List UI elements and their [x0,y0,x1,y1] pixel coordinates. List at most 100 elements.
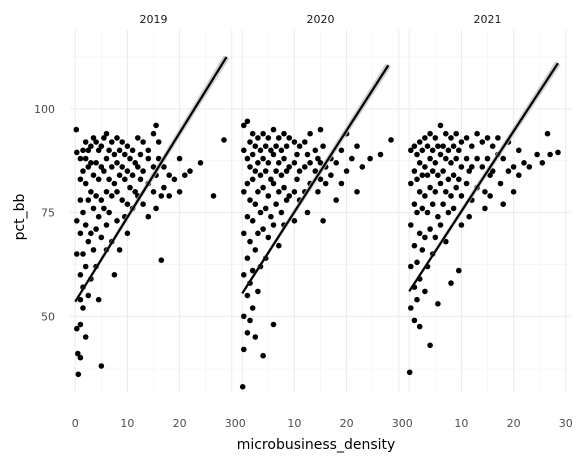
y-tick-label: 50 [41,310,55,323]
facet-panel-2021: 2021 0 10 20 30 [404,13,573,430]
data-point [445,147,452,154]
data-point [416,323,423,330]
points-group [239,118,394,390]
data-point [124,143,131,149]
data-point [101,205,107,212]
data-point [82,222,89,228]
facet-panel-2020: 2020 0 10 20 30 [237,13,406,430]
data-point [283,197,290,203]
data-point [171,176,178,183]
data-point [539,160,546,166]
data-point [247,317,253,324]
data-point [182,172,188,178]
trend-line [408,62,559,292]
data-point [221,137,227,143]
data-point [262,168,269,174]
data-point [153,122,159,129]
data-point [432,135,439,141]
data-point [268,176,274,183]
data-point [265,234,272,241]
data-point [500,155,507,162]
data-point [265,193,272,199]
data-point [85,238,92,245]
data-point [474,155,480,162]
facet-panel-2019: 2019 0 10 20 30 50 75 100 [34,13,239,430]
data-point [93,193,99,199]
data-point [210,193,217,199]
data-point [450,143,457,149]
data-point [429,168,436,174]
data-point [443,189,449,195]
data-point [74,251,80,257]
data-point [278,172,285,178]
data-point [283,168,290,174]
data-point [176,189,183,195]
data-point [273,168,279,174]
x-tick-label: 10 [287,417,301,430]
data-point [244,330,251,336]
data-point [416,160,423,166]
data-point [111,151,118,158]
data-point [93,139,99,145]
x-tick-label: 0 [72,417,79,430]
data-point [281,184,287,191]
data-point [124,230,131,237]
data-point [103,189,110,195]
data-point [495,135,501,141]
data-point [101,168,107,174]
x-tick-label: 10 [120,417,134,430]
data-point [437,222,444,228]
data-point [427,226,433,232]
data-point [98,363,105,369]
data-point [249,218,256,224]
data-point [463,180,470,187]
data-point [437,180,444,187]
data-point [286,164,293,170]
x-tick-label: 30 [225,417,239,430]
data-point [440,201,446,207]
data-point [150,164,157,170]
data-point [286,135,293,141]
data-point [98,197,105,203]
data-point [247,164,253,170]
data-point [479,164,486,170]
data-point [252,334,259,340]
data-point [422,164,428,170]
data-point [98,143,105,149]
data-point [124,168,131,174]
data-point [252,143,259,149]
data-point [244,255,251,261]
data-point [328,172,334,178]
data-point [408,180,414,187]
data-point [411,317,418,324]
data-point [273,201,279,207]
data-point [526,164,533,170]
data-point [377,151,384,158]
data-point [414,259,420,266]
data-point [419,172,426,178]
data-point [93,160,99,166]
data-point [276,135,282,141]
data-point [124,201,131,207]
data-point [273,143,279,149]
data-point [367,155,373,162]
data-point [252,201,259,207]
data-point [419,147,426,154]
data-point [489,143,496,149]
data-point [516,172,522,178]
data-point [283,143,290,149]
data-point [320,218,326,224]
data-point [119,139,125,145]
data-point [458,164,465,170]
data-point [145,155,152,162]
data-point [140,201,146,207]
data-point [137,176,144,183]
data-point [150,130,157,137]
data-point [510,189,517,195]
data-point [422,135,428,141]
facet-strip-label: 2019 [140,13,168,26]
data-point [249,130,256,137]
data-point [77,272,84,278]
data-point [456,176,462,183]
data-point [145,213,152,220]
